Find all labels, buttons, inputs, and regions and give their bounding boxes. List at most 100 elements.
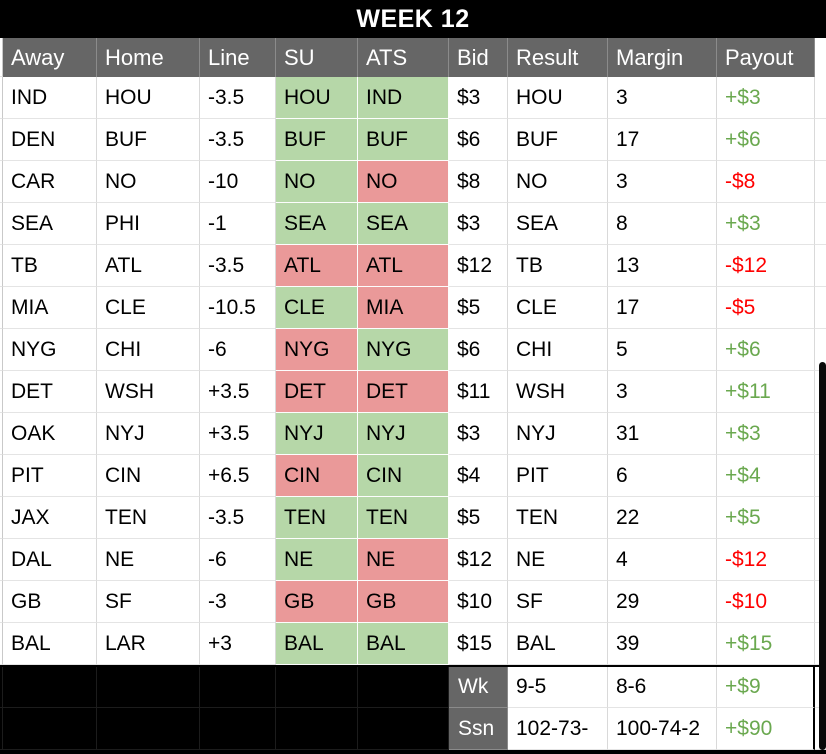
cell-su-pick[interactable]: BAL [276,623,358,665]
cell-home[interactable]: BUF [97,119,200,161]
cell-home[interactable]: NO [97,161,200,203]
cell-su-pick[interactable]: SEA [276,203,358,245]
summary-label[interactable]: Ssn [449,708,508,750]
cell-payout[interactable]: +$90 [717,708,815,750]
empty-cell[interactable] [97,667,200,708]
header-line[interactable]: Line [200,38,276,77]
cell-away[interactable]: IND [3,77,97,119]
empty-cell[interactable] [200,708,276,750]
cell-home[interactable]: HOU [97,77,200,119]
cell-line[interactable]: +6.5 [200,455,276,497]
cell-bid[interactable]: $8 [449,161,508,203]
cell-bid[interactable]: $10 [449,581,508,623]
cell-line[interactable]: -10 [200,161,276,203]
cell-away[interactable]: NYG [3,329,97,371]
cell-away[interactable]: GB [3,581,97,623]
cell-away[interactable]: SEA [3,203,97,245]
cell-result[interactable]: NE [508,539,608,581]
cell-line[interactable]: -10.5 [200,287,276,329]
cell-ats-pick[interactable]: ATL [358,245,449,287]
cell-margin[interactable]: 100-74-2 [608,708,717,750]
cell-margin[interactable]: 31 [608,413,717,455]
cell-away[interactable]: DET [3,371,97,413]
cell-result[interactable]: BAL [508,623,608,665]
cell-payout[interactable]: +$4 [717,455,815,497]
cell-home[interactable]: LAR [97,623,200,665]
cell-su-pick[interactable]: NYG [276,329,358,371]
cell-margin[interactable]: 22 [608,497,717,539]
cell-margin[interactable]: 13 [608,245,717,287]
cell-line[interactable]: -3.5 [200,77,276,119]
cell-bid[interactable]: $12 [449,539,508,581]
cell-bid[interactable]: $3 [449,203,508,245]
cell-away[interactable]: TB [3,245,97,287]
cell-home[interactable]: SF [97,581,200,623]
cell-result[interactable]: CLE [508,287,608,329]
cell-payout[interactable]: +$11 [717,371,815,413]
cell-bid[interactable]: $5 [449,497,508,539]
cell-margin[interactable]: 29 [608,581,717,623]
cell-home[interactable]: PHI [97,203,200,245]
cell-margin[interactable]: 4 [608,539,717,581]
cell-home[interactable]: CHI [97,329,200,371]
cell-bid[interactable]: $6 [449,329,508,371]
header-payout[interactable]: Payout [717,38,815,77]
cell-line[interactable]: -6 [200,329,276,371]
cell-ats-pick[interactable]: GB [358,581,449,623]
cell-home[interactable]: CIN [97,455,200,497]
cell-away[interactable]: DEN [3,119,97,161]
cell-ats-pick[interactable]: SEA [358,203,449,245]
header-home[interactable]: Home [97,38,200,77]
empty-cell[interactable] [276,667,358,708]
cell-payout[interactable]: +$3 [717,203,815,245]
cell-ats-pick[interactable]: MIA [358,287,449,329]
cell-payout[interactable]: +$15 [717,623,815,665]
cell-payout[interactable]: -$12 [717,539,815,581]
cell-su-pick[interactable]: NO [276,161,358,203]
cell-su-pick[interactable]: ATL [276,245,358,287]
empty-cell[interactable] [276,708,358,750]
cell-result[interactable]: TEN [508,497,608,539]
vertical-scrollbar[interactable] [819,362,826,750]
cell-ats-pick[interactable]: NE [358,539,449,581]
cell-result[interactable]: NO [508,161,608,203]
cell-home[interactable]: NE [97,539,200,581]
cell-line[interactable]: -3.5 [200,245,276,287]
header-bid[interactable]: Bid [449,38,508,77]
cell-margin[interactable]: 17 [608,287,717,329]
empty-cell[interactable] [358,667,449,708]
cell-margin[interactable]: 17 [608,119,717,161]
cell-line[interactable]: -3.5 [200,497,276,539]
cell-result[interactable]: NYJ [508,413,608,455]
cell-home[interactable]: WSH [97,371,200,413]
cell-su-pick[interactable]: GB [276,581,358,623]
cell-su-pick[interactable]: CIN [276,455,358,497]
cell-result[interactable]: CHI [508,329,608,371]
cell-ats-pick[interactable]: NYG [358,329,449,371]
cell-away[interactable]: PIT [3,455,97,497]
cell-su-pick[interactable]: TEN [276,497,358,539]
cell-su-pick[interactable]: CLE [276,287,358,329]
cell-away[interactable]: BAL [3,623,97,665]
cell-bid[interactable]: $3 [449,77,508,119]
cell-bid[interactable]: $11 [449,371,508,413]
cell-away[interactable]: OAK [3,413,97,455]
cell-line[interactable]: +3.5 [200,413,276,455]
cell-su-pick[interactable]: DET [276,371,358,413]
empty-cell[interactable] [200,667,276,708]
header-result[interactable]: Result [508,38,608,77]
cell-line[interactable]: -3.5 [200,119,276,161]
cell-bid[interactable]: $4 [449,455,508,497]
cell-result[interactable]: 9-5 [508,667,608,708]
cell-payout[interactable]: -$8 [717,161,815,203]
cell-ats-pick[interactable]: DET [358,371,449,413]
cell-bid[interactable]: $3 [449,413,508,455]
cell-line[interactable]: -1 [200,203,276,245]
cell-ats-pick[interactable]: BUF [358,119,449,161]
empty-cell[interactable] [358,708,449,750]
cell-result[interactable]: SEA [508,203,608,245]
cell-margin[interactable]: 3 [608,77,717,119]
cell-ats-pick[interactable]: NO [358,161,449,203]
cell-ats-pick[interactable]: CIN [358,455,449,497]
cell-payout[interactable]: +$9 [717,667,815,708]
